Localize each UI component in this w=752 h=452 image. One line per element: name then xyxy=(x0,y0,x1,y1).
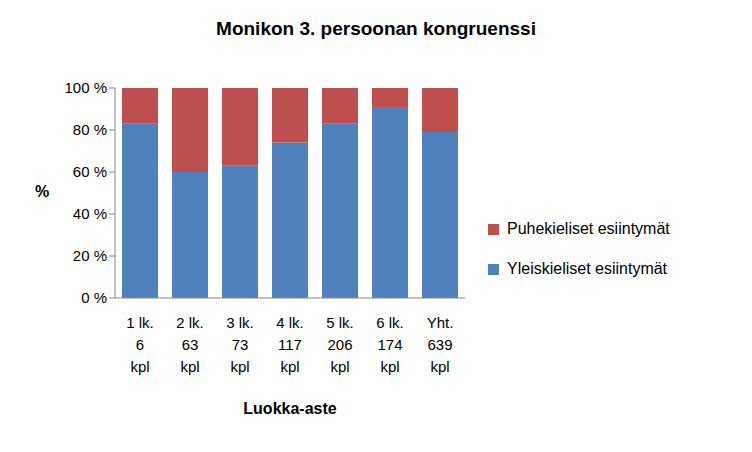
svg-text:1 lk.6kpl: 1 lk.6kpl xyxy=(126,314,154,375)
svg-text:40 %: 40 % xyxy=(73,205,107,222)
svg-text:100 %: 100 % xyxy=(64,79,107,96)
svg-text:Yht.639kpl: Yht.639kpl xyxy=(427,314,454,375)
svg-text:80 %: 80 % xyxy=(73,121,107,138)
html-text:Yleiskieliset esiintymät: Yleiskieliset esiintymät xyxy=(507,260,668,277)
svg-text:20 %: 20 % xyxy=(73,247,107,264)
svg-text:60 %: 60 % xyxy=(73,163,107,180)
svg-text:6 lk.174kpl: 6 lk.174kpl xyxy=(376,314,404,375)
svg-text:0 %: 0 % xyxy=(81,289,107,306)
html-text:Puhekieliset esiintymät: Puhekieliset esiintymät xyxy=(507,220,670,237)
svg-text:5 lk.206kpl: 5 lk.206kpl xyxy=(326,314,354,375)
svg-text:4 lk.117kpl: 4 lk.117kpl xyxy=(276,314,304,375)
svg-text:2 lk.63kpl: 2 lk.63kpl xyxy=(176,314,204,375)
html-text:Monikon 3. persoonan kongruens: Monikon 3. persoonan kongruenssi xyxy=(216,18,536,39)
html-text:Luokka-aste: Luokka-aste xyxy=(243,400,337,417)
svg-text:3 lk.73kpl: 3 lk.73kpl xyxy=(226,314,254,375)
